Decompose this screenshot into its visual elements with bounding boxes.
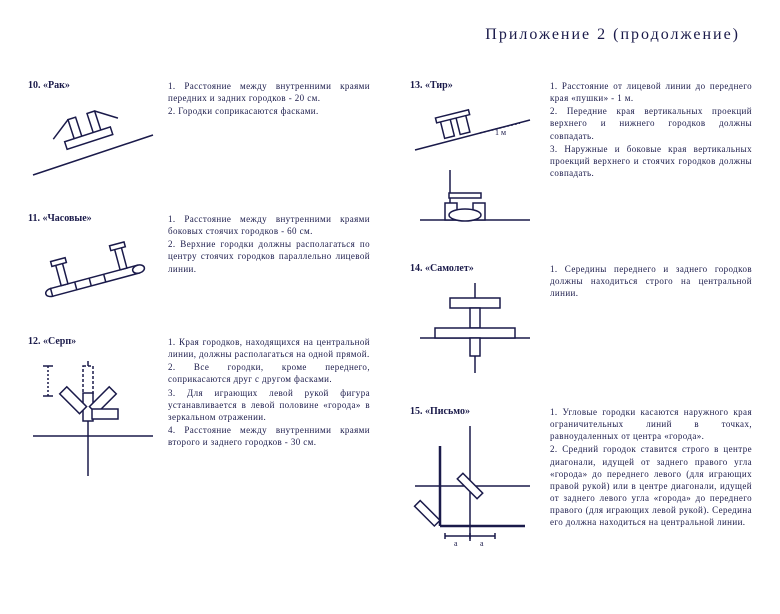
desc-line: 1. Расстояние между внутренними краями б… xyxy=(168,213,370,237)
fig-num: 15. xyxy=(410,406,423,417)
figure-15-diagram: a a xyxy=(410,421,540,551)
left-column: 10. «Рак» xyxy=(28,80,370,579)
figure-11-title: 11. «Часовые» xyxy=(28,213,168,224)
figure-12-diagram xyxy=(28,351,158,481)
desc-line: 3. Наружные и боковые края вертикальных … xyxy=(550,143,752,179)
fig-name: «Самолет» xyxy=(425,263,474,274)
desc-line: 3. Для играющих левой рукой фигура устан… xyxy=(168,387,370,423)
desc-line: 1. Края городков, находящихся на централ… xyxy=(168,336,370,360)
fig-num: 10. xyxy=(28,80,41,91)
desc-line: 2. Верхние городки должны располагаться … xyxy=(168,238,370,274)
fig-name: «Тир» xyxy=(425,80,453,91)
desc-line: 2. Передние края вертикальных проекций в… xyxy=(550,105,752,141)
figure-12: 12. «Серп» xyxy=(28,336,370,481)
figure-13-title: 13. «Тир» xyxy=(410,80,550,91)
figure-11: 11. «Часовые» xyxy=(28,213,370,308)
figure-14-desc: 1. Середины переднего и заднего городков… xyxy=(550,263,752,378)
figure-13: 13. «Тир» 1 м xyxy=(410,80,752,235)
desc-line: 4. Расстояние между внутренними краями в… xyxy=(168,424,370,448)
figure-14: 14. «Самолет» 1. Середины переднего и за… xyxy=(410,263,752,378)
fig-name: «Серп» xyxy=(43,336,76,347)
figure-15-title: 15. «Письмо» xyxy=(410,406,550,417)
fig-num: 12. xyxy=(28,336,41,347)
figure-10-desc: 1. Расстояние между внутренними краями п… xyxy=(168,80,370,185)
figure-11-diagram xyxy=(28,228,158,308)
figure-13-desc: 1. Расстояние от лицевой линии до передн… xyxy=(550,80,752,235)
figure-15: 15. «Письмо» xyxy=(410,406,752,551)
desc-line: 1. Расстояние между внутренними краями п… xyxy=(168,80,370,104)
right-column: 13. «Тир» 1 м xyxy=(410,80,752,579)
svg-text:a: a xyxy=(480,539,484,548)
desc-line: 2. Все городки, кроме переднего, соприка… xyxy=(168,361,370,385)
figure-10-diagram xyxy=(28,95,158,185)
figure-15-desc: 1. Угловые городки касаются наружного кр… xyxy=(550,406,752,551)
figure-10: 10. «Рак» xyxy=(28,80,370,185)
figure-14-title: 14. «Самолет» xyxy=(410,263,550,274)
fig-name: «Часовые» xyxy=(42,213,91,224)
content-columns: 10. «Рак» xyxy=(28,80,752,579)
figure-13-diagram: 1 м xyxy=(410,95,540,235)
fig-num: 13. xyxy=(410,80,423,91)
figure-14-diagram xyxy=(410,278,540,378)
figure-11-desc: 1. Расстояние между внутренними краями б… xyxy=(168,213,370,308)
desc-line: 2. Средний городок ставится строго в цен… xyxy=(550,443,752,528)
figure-12-desc: 1. Края городков, находящихся на централ… xyxy=(168,336,370,481)
page-header: Приложение 2 (продолжение) xyxy=(485,26,740,44)
desc-line: 2. Городки соприкасаются фасками. xyxy=(168,105,370,117)
figure-12-title: 12. «Серп» xyxy=(28,336,168,347)
desc-line: 1. Расстояние от лицевой линии до передн… xyxy=(550,80,752,104)
fig-num: 11. xyxy=(28,213,40,224)
fig-name: «Рак» xyxy=(43,80,70,91)
desc-line: 1. Угловые городки касаются наружного кр… xyxy=(550,406,752,442)
figure-10-title: 10. «Рак» xyxy=(28,80,168,91)
desc-line: 1. Середины переднего и заднего городков… xyxy=(550,263,752,299)
fig-num: 14. xyxy=(410,263,423,274)
svg-text:a: a xyxy=(454,539,458,548)
fig-name: «Письмо» xyxy=(425,406,470,417)
